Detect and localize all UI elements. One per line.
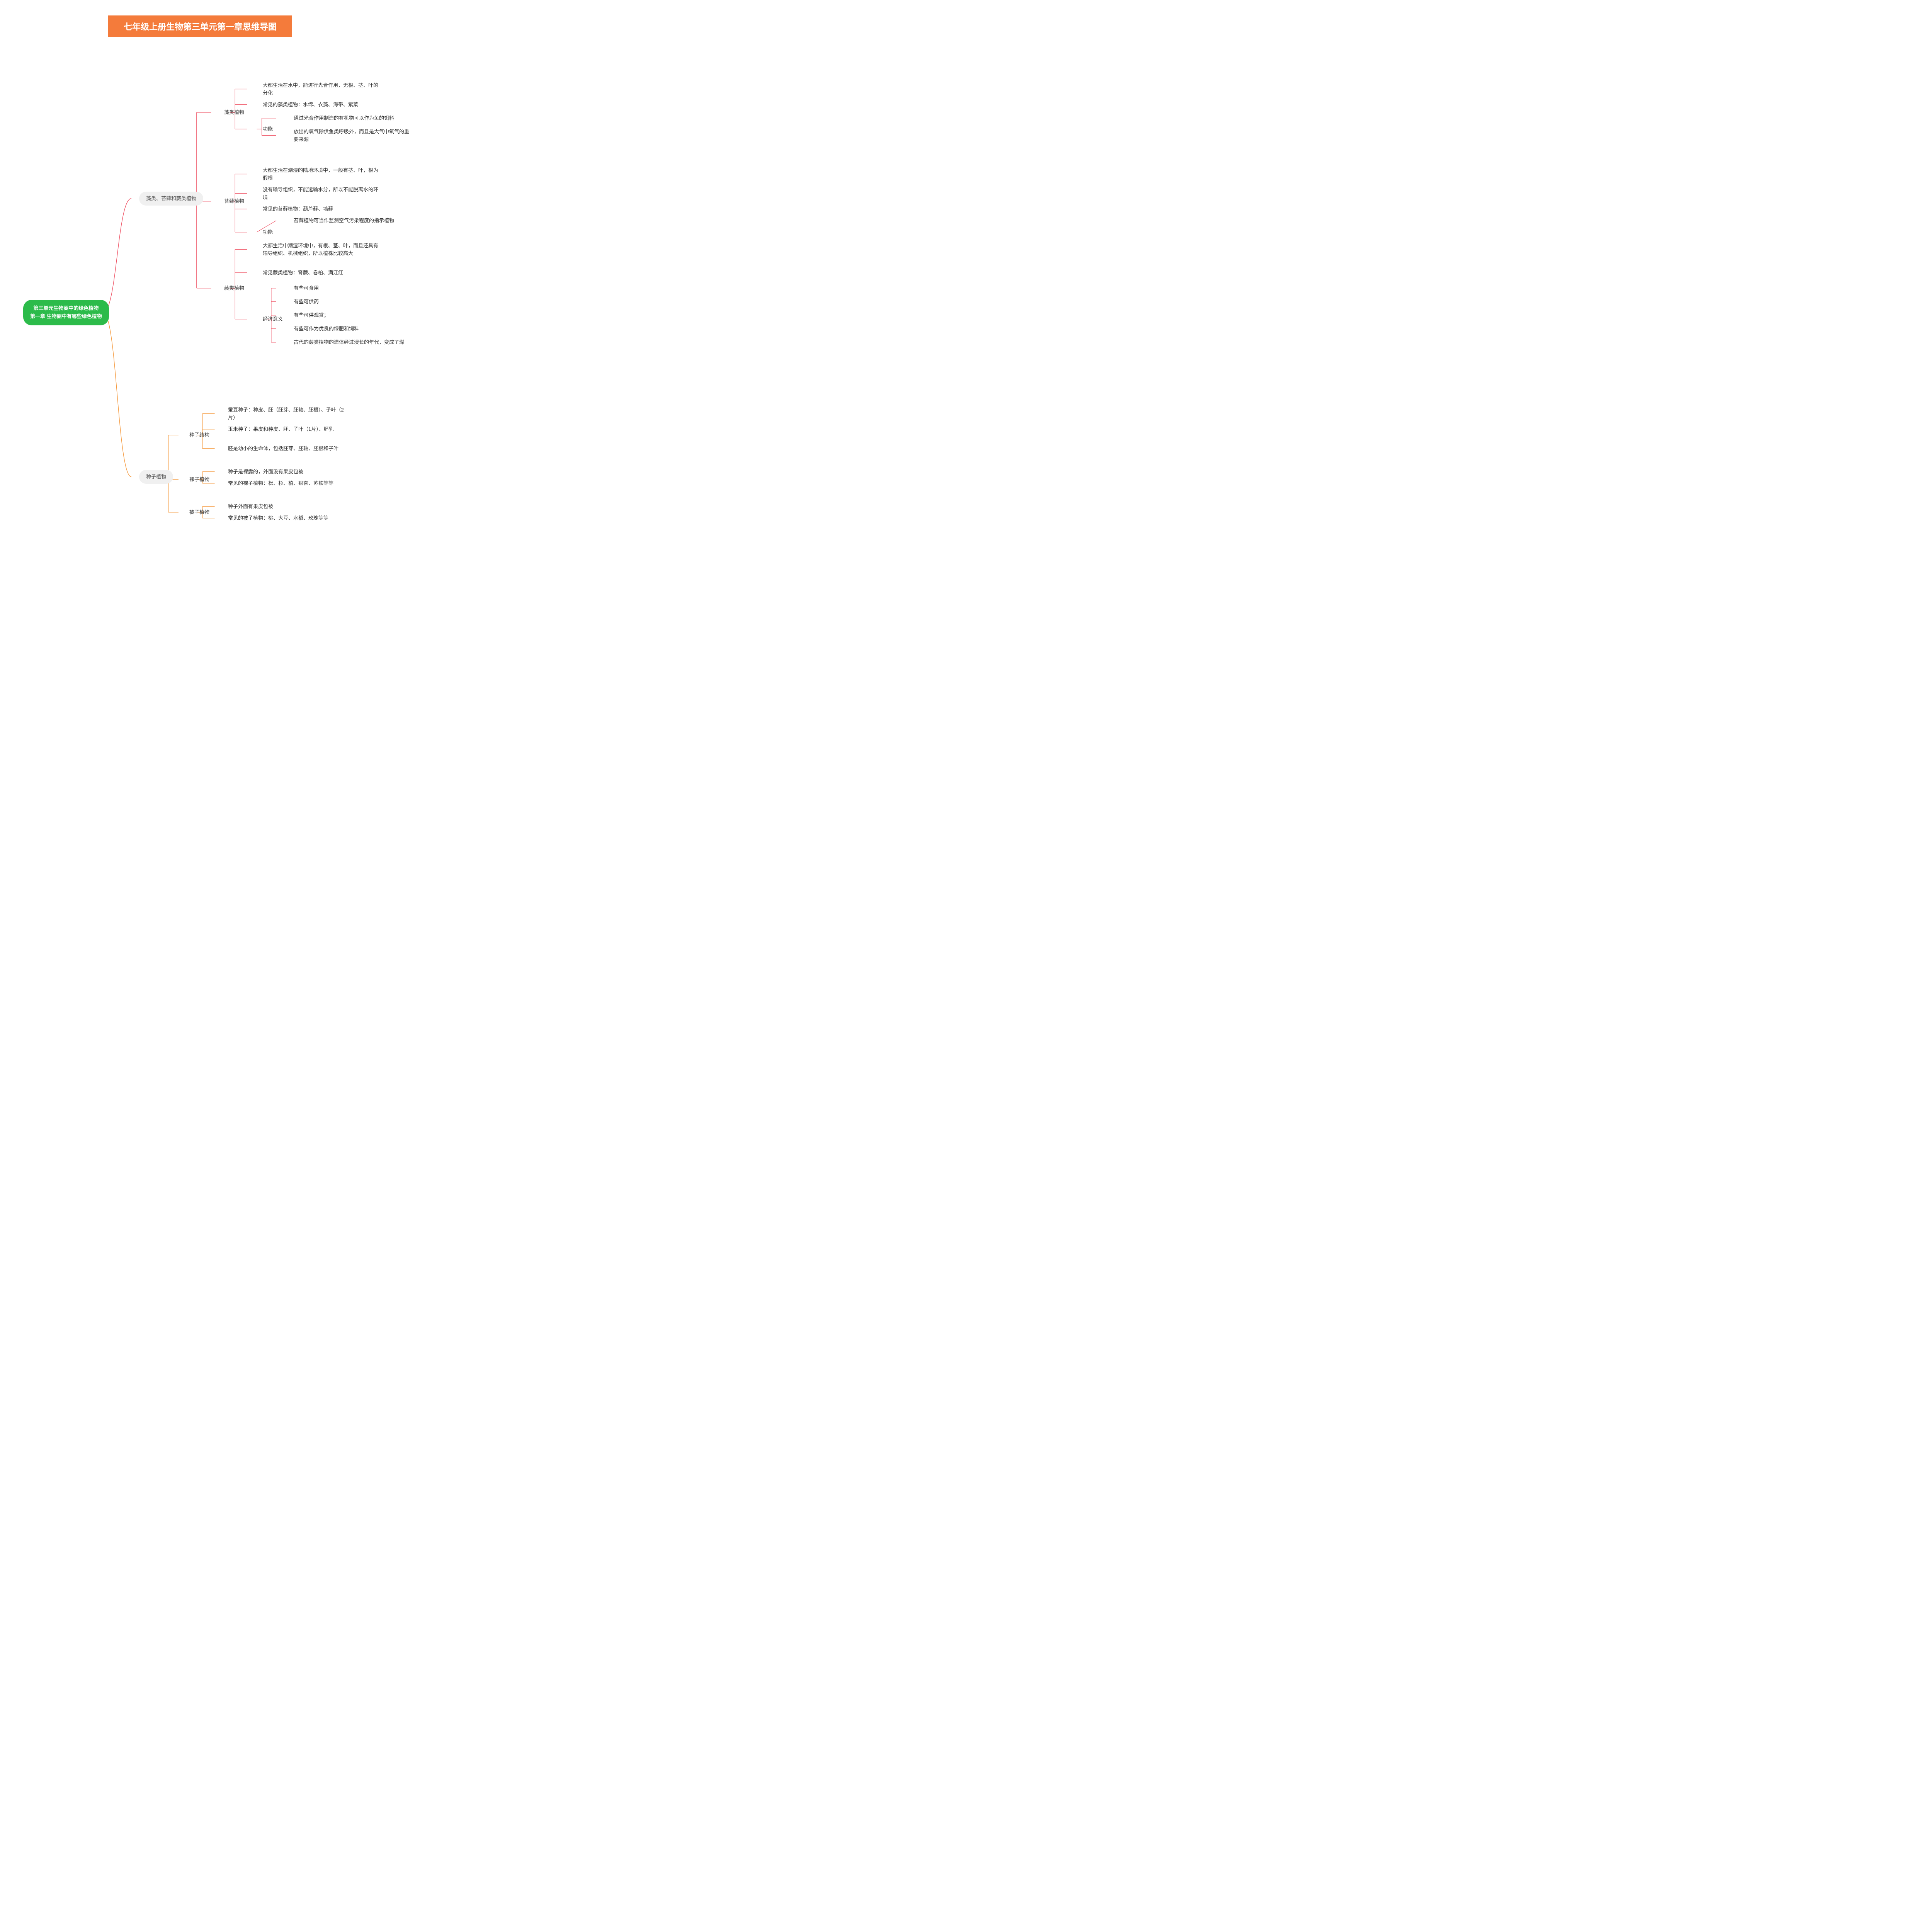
fern-e2: 有些可供药	[294, 298, 319, 306]
title-banner: 七年级上册生物第三单元第一章思维导图	[108, 15, 292, 37]
gymno-p1: 种子是裸露的，外面没有果皮包被	[228, 468, 303, 476]
algae-func2: 放出的氧气除供鱼类呼吸外，而且是大气中氧气的重要来源	[294, 128, 413, 143]
angio-p2: 常见的被子植物：桃、大豆、水稻、玫瑰等等	[228, 514, 328, 522]
algae-label: 藻类植物	[224, 109, 244, 116]
struct-p2: 玉米种子：果皮和种皮、胚、子叶（1片）、胚乳	[228, 425, 334, 433]
fern-econ-label: 经济意义	[263, 315, 283, 323]
algae-func-label: 功能	[263, 125, 273, 133]
struct-label: 种子结构	[189, 431, 209, 439]
root-node: 第三单元生物圈中的绿色植物 第一章 生物圈中有哪些绿色植物	[23, 300, 109, 325]
moss-func1: 苔藓植物可当作监测空气污染程度的指示植物	[294, 217, 394, 224]
mindmap-canvas: 第三单元生物圈中的绿色植物 第一章 生物圈中有哪些绿色植物 藻类、苔藓和蕨类植物…	[15, 60, 479, 555]
algae-p1: 大都生活在水中，能进行光合作用，无根、茎、叶的分化	[263, 82, 383, 97]
moss-func-label: 功能	[263, 228, 273, 236]
fern-p1: 大都生活中潮湿环境中，有根、茎、叶，而且还具有输导组织、机械组织，所以植株比较高…	[263, 242, 383, 257]
fern-e3: 有些可供观赏；	[294, 311, 329, 319]
moss-p2: 没有输导组织，不能运输水分，所以不能脱离水的环境	[263, 186, 383, 201]
algae-p2: 常见的藻类植物：水绵、衣藻、海带、紫菜	[263, 101, 358, 109]
fern-e4: 有些可作为优良的绿肥和饲料	[294, 325, 359, 333]
fern-p2: 常见蕨类植物：肾蕨、卷柏、满江红	[263, 269, 343, 277]
fern-e1: 有些可食用	[294, 284, 319, 292]
fern-label: 蕨类植物	[224, 284, 244, 292]
moss-label: 苔藓植物	[224, 197, 244, 205]
moss-p3: 常见的苔藓植物：葫芦藓、墙藓	[263, 205, 333, 213]
root-line2: 第一章 生物圈中有哪些绿色植物	[30, 313, 102, 321]
gymno-label: 裸子植物	[189, 476, 209, 483]
moss-p1: 大都生活在潮湿的陆地环境中，一般有茎、叶，根为假根	[263, 167, 383, 182]
fern-e5: 古代的蕨类植物的遗体经过漫长的年代，变成了煤	[294, 338, 404, 346]
struct-p3: 胚是幼小的生命体，包括胚芽、胚轴、胚根和子叶	[228, 445, 338, 452]
branch1-pill: 藻类、苔藓和蕨类植物	[139, 192, 203, 206]
struct-p1: 蚕豆种子：种皮、胚（胚芽、胚轴、胚根）、子叶（2片）	[228, 406, 348, 421]
angio-label: 被子植物	[189, 509, 209, 516]
angio-p1: 种子外面有果皮包被	[228, 503, 273, 510]
root-line1: 第三单元生物圈中的绿色植物	[30, 304, 102, 313]
branch2-pill: 种子植物	[139, 470, 173, 484]
gymno-p2: 常见的裸子植物：松、杉、柏、银杏、苏铁等等	[228, 480, 333, 487]
algae-func1: 通过光合作用制造的有机物可以作为鱼的饵料	[294, 114, 394, 122]
